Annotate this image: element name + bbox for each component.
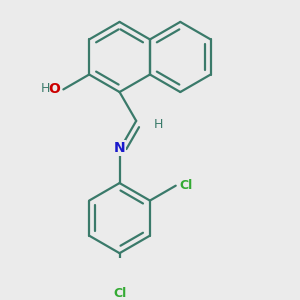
Text: H: H bbox=[41, 82, 51, 95]
Text: N: N bbox=[114, 141, 125, 155]
Text: Cl: Cl bbox=[113, 287, 126, 300]
Text: H: H bbox=[154, 118, 163, 130]
Text: O: O bbox=[48, 82, 60, 96]
Text: Cl: Cl bbox=[179, 179, 192, 192]
